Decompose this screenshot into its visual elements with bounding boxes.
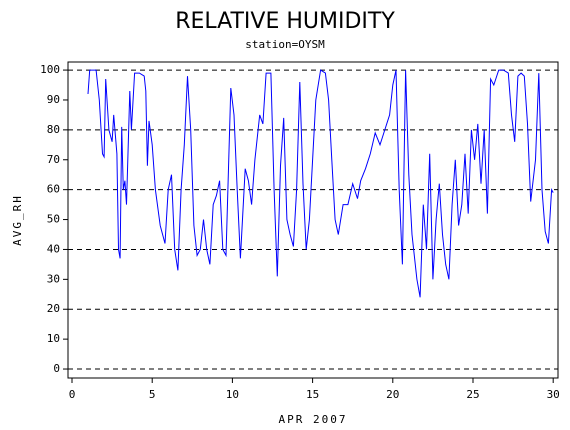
x-tick-label: 10 [226, 388, 239, 401]
y-tick-label: 80 [47, 123, 60, 136]
x-tick-label: 20 [386, 388, 399, 401]
y-tick-label: 100 [40, 63, 60, 76]
y-tick-label: 40 [47, 242, 60, 255]
x-tick-label: 15 [306, 388, 319, 401]
y-tick-label: 0 [53, 362, 60, 375]
x-axis-label: APR 2007 [279, 413, 348, 426]
y-tick-label: 70 [47, 153, 60, 166]
y-tick-label: 10 [47, 332, 60, 345]
y-tick-label: 50 [47, 213, 60, 226]
plot-frame [67, 61, 559, 379]
y-tick-label: 60 [47, 183, 60, 196]
x-tick-label: 30 [547, 388, 560, 401]
y-tick-label: 90 [47, 93, 60, 106]
y-tick-label: 30 [47, 272, 60, 285]
chart-title: RELATIVE HUMIDITY [175, 9, 395, 34]
x-tick-label: 0 [69, 388, 76, 401]
data-line [87, 69, 554, 298]
chart-subtitle: station=OYSM [245, 38, 325, 51]
y-tick-label: 20 [47, 302, 60, 315]
y-axis-label: AVG_RH [11, 194, 24, 246]
x-tick-label: 5 [149, 388, 156, 401]
x-tick-label: 25 [466, 388, 479, 401]
